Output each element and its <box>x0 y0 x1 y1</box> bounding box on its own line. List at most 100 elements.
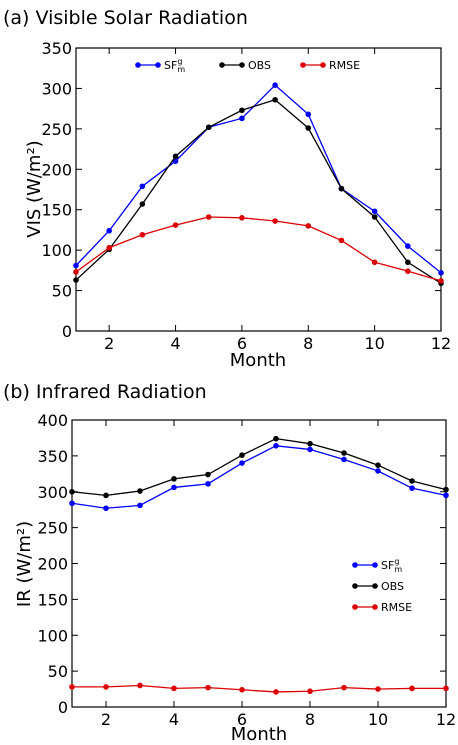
data-point-obs <box>273 435 279 442</box>
panel-b-marks <box>69 435 449 695</box>
data-point-rmse <box>443 685 449 692</box>
data-point-sf <box>305 111 312 118</box>
y-tick-label: 150 <box>37 590 68 609</box>
y-tick-label: 250 <box>37 519 68 538</box>
data-point-rmse <box>239 686 245 693</box>
panel-b-ticks: 2 4 6 8 10 12 0 50 100 150 200 250 300 350 400 <box>37 411 456 729</box>
y-tick-label: 400 <box>37 411 68 430</box>
chart-panel-infrared-radiation: (b) Infrared Radiation 2 4 6 8 10 12 0 50 100 150… <box>3 381 456 745</box>
data-point-rmse <box>341 684 347 691</box>
data-point-obs <box>405 259 411 266</box>
data-point-sf <box>307 446 313 453</box>
data-point-obs <box>69 488 75 495</box>
panel-a-legend: SFg m OBS RMSE <box>135 57 360 74</box>
y-tick-label: 350 <box>41 39 72 58</box>
data-point-rmse <box>305 223 312 229</box>
legend-marker-rmse <box>300 62 306 68</box>
data-point-obs <box>338 185 345 192</box>
panel-a-x-axis-label: Month <box>230 350 286 371</box>
data-point-rmse <box>375 686 381 692</box>
data-point-obs <box>205 471 211 478</box>
data-point-obs <box>239 107 245 114</box>
legend-marker-rmse <box>372 604 378 610</box>
legend-label-obs: OBS <box>381 580 404 593</box>
y-tick-label: 150 <box>41 201 72 220</box>
data-point-sf <box>103 505 109 512</box>
x-tick-label: 8 <box>303 334 313 353</box>
data-point-obs <box>409 478 415 484</box>
data-point-rmse <box>205 684 211 691</box>
chart-panel-visible-solar-radiation: (a) Visible Solar Radiation 2 4 6 8 10 12 0 50 1… <box>3 7 451 371</box>
series-line-obs <box>71 437 447 496</box>
y-tick-label: 100 <box>37 626 68 645</box>
panel-a-title: (a) Visible Solar Radiation <box>3 7 248 29</box>
y-tick-label: 300 <box>37 483 68 502</box>
data-point-rmse <box>371 259 378 266</box>
data-point-rmse <box>405 268 411 274</box>
data-point-sf <box>405 243 411 249</box>
legend-marker-obs <box>239 62 245 68</box>
series-line-sf <box>75 84 442 274</box>
panel-a-y-axis-label: VIS (W/m²) <box>24 140 45 237</box>
legend-marker-obs <box>352 583 358 589</box>
y-tick-label: 50 <box>52 282 72 301</box>
data-point-rmse <box>338 237 345 244</box>
panel-b-x-axis-label: Month <box>231 724 287 745</box>
data-point-sf <box>371 208 378 215</box>
data-point-sf <box>438 269 444 276</box>
legend-label-sf: SFg m <box>164 57 185 74</box>
data-point-sf <box>73 262 79 269</box>
y-tick-label: 0 <box>62 322 72 341</box>
data-point-sf <box>69 500 75 507</box>
panel-b-title: (b) Infrared Radiation <box>3 381 207 403</box>
x-tick-label: 10 <box>368 710 388 729</box>
data-point-rmse <box>171 685 177 692</box>
data-point-rmse <box>172 222 179 228</box>
y-tick-label: 50 <box>48 662 68 681</box>
data-point-sf <box>106 227 112 234</box>
data-point-rmse <box>106 244 112 251</box>
x-tick-label: 2 <box>101 710 111 729</box>
x-tick-label: 8 <box>305 710 315 729</box>
data-point-obs <box>205 124 212 131</box>
legend-marker-rmse <box>320 62 326 68</box>
panel-a-plot-frame <box>75 47 442 332</box>
legend-marker-sf <box>135 62 141 68</box>
data-point-obs <box>307 440 313 447</box>
data-point-obs <box>137 488 143 494</box>
data-point-sf <box>139 183 146 190</box>
data-point-obs <box>103 492 109 499</box>
data-point-obs <box>341 450 347 456</box>
panel-a-ticks: 2 4 6 8 10 12 0 50 100 150 200 250 300 350 <box>41 39 451 353</box>
panel-a-marks <box>73 82 444 287</box>
data-point-rmse <box>273 689 279 695</box>
data-point-sf <box>409 485 415 491</box>
data-point-sf <box>205 481 211 487</box>
x-tick-label: 4 <box>169 710 179 729</box>
data-point-obs <box>171 476 177 482</box>
data-point-rmse <box>438 278 444 284</box>
data-point-sf <box>239 460 245 466</box>
legend-label-sf: SFg m <box>381 557 402 574</box>
x-tick-label: 12 <box>436 710 456 729</box>
legend-marker-rmse <box>352 604 358 610</box>
data-point-sf <box>272 82 278 88</box>
legend-marker-obs <box>219 62 225 68</box>
data-point-sf <box>172 158 179 164</box>
y-tick-label: 300 <box>41 79 72 98</box>
data-point-sf <box>239 115 245 122</box>
y-tick-label: 200 <box>37 555 68 574</box>
x-tick-label: 4 <box>170 334 180 353</box>
series-line-rmse <box>72 684 446 693</box>
y-tick-label: 250 <box>41 120 72 139</box>
data-point-sf <box>375 468 381 474</box>
panel-b-y-axis-label: IR (W/m²) <box>14 521 35 607</box>
data-point-obs <box>305 125 312 131</box>
data-point-sf <box>137 502 143 509</box>
data-point-obs <box>239 452 245 458</box>
data-point-rmse <box>409 685 415 692</box>
data-point-obs <box>272 96 278 103</box>
panel-b-legend: SFg m OBS RMSE <box>352 557 412 614</box>
series-line-obs <box>75 99 442 284</box>
